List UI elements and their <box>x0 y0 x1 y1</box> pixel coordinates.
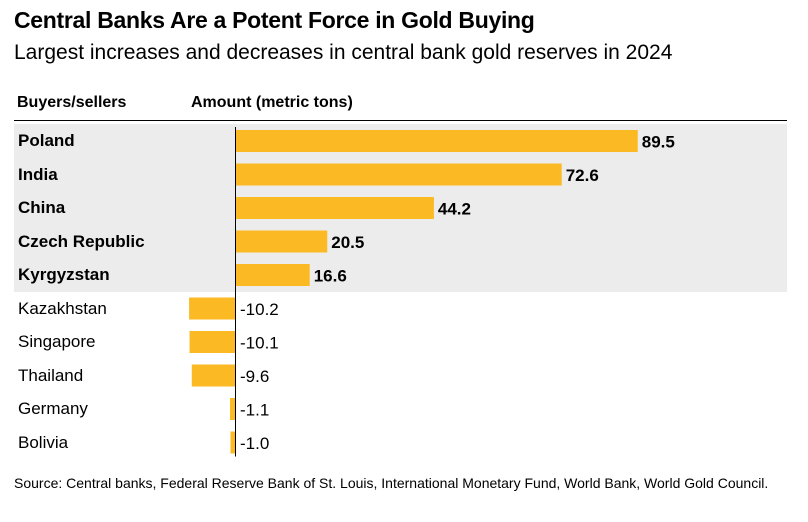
category-label-thailand: Thailand <box>18 365 84 385</box>
bar-singapore <box>189 331 235 353</box>
category-label-bolivia: Bolivia <box>18 432 69 452</box>
column-header-buyers-sellers: Buyers/sellers <box>17 94 127 111</box>
value-label-bolivia: -1.0 <box>240 434 269 453</box>
value-label-czech-republic: 20.5 <box>331 233 364 252</box>
column-header-amount: Amount (metric tons) <box>191 94 353 111</box>
chart-title: Central Banks Are a Potent Force in Gold… <box>14 7 535 33</box>
bar-poland <box>235 130 638 152</box>
category-label-kazakhstan: Kazakhstan <box>18 298 107 318</box>
value-label-china: 44.2 <box>438 200 471 219</box>
chart-subtitle: Largest increases and decreases in centr… <box>14 41 673 64</box>
value-label-kazakhstan: -10.2 <box>240 300 279 319</box>
bar-bolivia <box>230 431 235 454</box>
value-label-kyrgyzstan: 16.6 <box>314 267 347 286</box>
value-label-germany: -1.1 <box>240 401 269 420</box>
value-label-singapore: -10.1 <box>240 334 279 353</box>
category-label-czech-republic: Czech Republic <box>18 231 145 251</box>
bar-thailand <box>191 364 235 387</box>
category-label-poland: Poland <box>18 131 75 150</box>
header-rule <box>14 120 787 121</box>
bar-germany <box>230 398 235 420</box>
bar-india <box>235 163 562 186</box>
bar-kyrgyzstan <box>235 264 310 286</box>
bar-kazakhstan <box>189 297 235 320</box>
bar-czech-republic <box>235 230 328 253</box>
value-label-poland: 89.5 <box>642 133 675 152</box>
category-label-germany: Germany <box>18 399 88 418</box>
category-label-singapore: Singapore <box>18 332 96 351</box>
category-label-china: China <box>18 198 66 217</box>
category-label-india: India <box>18 164 58 184</box>
value-label-india: 72.6 <box>566 166 599 185</box>
category-label-kyrgyzstan: Kyrgyzstan <box>18 265 110 284</box>
source-note: Source: Central banks, Federal Reserve B… <box>14 475 769 491</box>
value-label-thailand: -9.6 <box>240 367 269 386</box>
bar-china <box>235 197 434 219</box>
